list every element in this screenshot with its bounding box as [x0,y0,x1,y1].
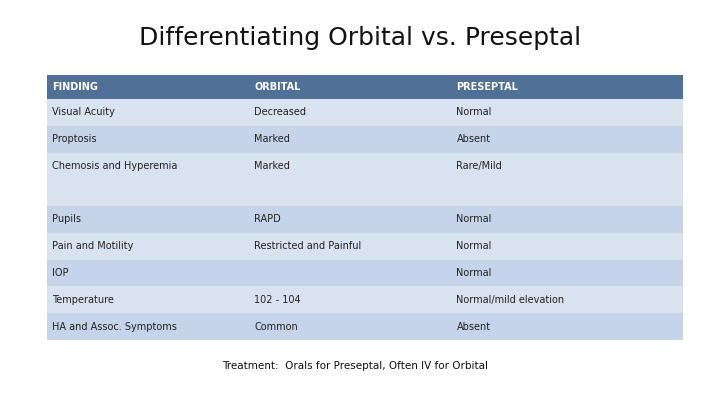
Text: Pain and Motility: Pain and Motility [52,241,133,251]
Text: Normal/mild elevation: Normal/mild elevation [456,295,564,305]
Bar [47,313,683,340]
Text: Temperature: Temperature [52,295,114,305]
Text: Absent: Absent [456,322,490,332]
Bar [47,75,683,99]
Text: Decreased: Decreased [254,107,306,117]
Text: Rare/Mild: Rare/Mild [456,161,503,171]
Text: Marked: Marked [254,134,290,144]
Text: Absent: Absent [456,134,490,144]
Bar [47,126,683,153]
Text: Normal: Normal [456,215,492,224]
Bar [47,99,683,126]
Text: Pupils: Pupils [52,215,81,224]
Text: Normal: Normal [456,107,492,117]
Text: Differentiating Orbital vs. Preseptal: Differentiating Orbital vs. Preseptal [139,26,581,50]
Text: Normal: Normal [456,268,492,278]
Text: Restricted and Painful: Restricted and Painful [254,241,361,251]
Text: Chemosis and Hyperemia: Chemosis and Hyperemia [52,161,177,171]
Bar [47,206,683,233]
Text: IOP: IOP [52,268,68,278]
Bar [47,286,683,313]
Text: Treatment:  Orals for Preseptal, Often IV for Orbital: Treatment: Orals for Preseptal, Often IV… [222,361,488,371]
Text: ORBITAL: ORBITAL [254,82,301,92]
Text: FINDING: FINDING [52,82,98,92]
Text: Marked: Marked [254,161,290,171]
Text: 102 - 104: 102 - 104 [254,295,301,305]
Text: Visual Acuity: Visual Acuity [52,107,115,117]
Bar [47,233,683,260]
Text: Proptosis: Proptosis [52,134,96,144]
Text: Common: Common [254,322,298,332]
Text: HA and Assoc. Symptoms: HA and Assoc. Symptoms [52,322,177,332]
Text: PRESEPTAL: PRESEPTAL [456,82,518,92]
Bar [47,153,683,179]
Bar [47,179,683,206]
Bar [47,260,683,286]
Text: RAPD: RAPD [254,215,281,224]
Text: Normal: Normal [456,241,492,251]
